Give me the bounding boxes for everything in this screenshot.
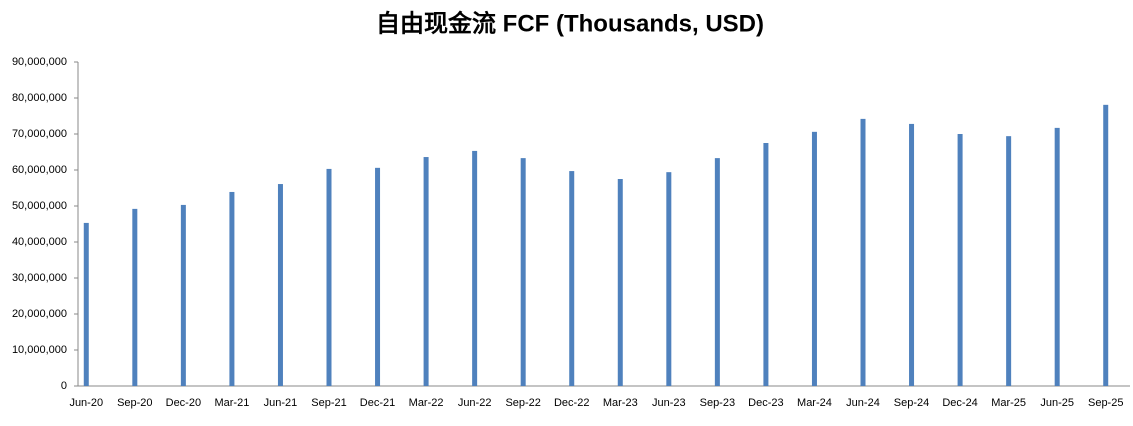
y-tick-label: 70,000,000 (12, 128, 67, 140)
x-tick-label: Dec-21 (360, 397, 395, 409)
bar (375, 167, 381, 386)
bar (277, 184, 283, 386)
bar (1054, 127, 1060, 386)
bar (617, 179, 623, 386)
x-tick-label: Mar-21 (214, 397, 249, 409)
bar (326, 168, 332, 386)
bar (1103, 104, 1109, 386)
x-tick-label: Dec-20 (166, 397, 201, 409)
y-tick-label: 50,000,000 (12, 200, 67, 212)
bar (132, 208, 138, 386)
bar (569, 171, 575, 386)
x-tick-label: Sep-23 (700, 397, 735, 409)
bar (180, 204, 186, 386)
y-tick-label: 60,000,000 (12, 164, 67, 176)
chart-title: 自由现金流 FCF (Thousands, USD) (376, 9, 764, 37)
x-tick-label: Dec-22 (554, 397, 589, 409)
x-tick-label: Mar-24 (797, 397, 832, 409)
bar (811, 131, 817, 386)
bar (860, 118, 866, 386)
x-tick-label: Sep-21 (311, 397, 346, 409)
x-tick-label: Sep-22 (505, 397, 540, 409)
bar (666, 172, 672, 386)
x-tick-label: Dec-24 (942, 397, 977, 409)
bar (472, 150, 478, 386)
x-tick-label: Dec-23 (748, 397, 783, 409)
bar (520, 158, 526, 386)
x-tick-label: Jun-22 (458, 397, 492, 409)
y-tick-label: 30,000,000 (12, 272, 67, 284)
y-tick-label: 10,000,000 (12, 344, 67, 356)
y-tick-label: 20,000,000 (12, 308, 67, 320)
x-tick-label: Jun-24 (846, 397, 880, 409)
bar (714, 158, 720, 386)
x-tick-label: Sep-20 (117, 397, 152, 409)
y-tick-label: 80,000,000 (12, 92, 67, 104)
x-tick-label: Mar-25 (991, 397, 1026, 409)
y-tick-label: 90,000,000 (12, 56, 67, 68)
x-tick-label: Jun-23 (652, 397, 686, 409)
bar (83, 222, 89, 386)
bar (763, 143, 769, 386)
x-tick-label: Sep-24 (894, 397, 929, 409)
bar (1006, 136, 1012, 386)
bar (909, 123, 915, 387)
x-tick-label: Jun-21 (264, 397, 298, 409)
y-tick-label: 40,000,000 (12, 236, 67, 248)
bar (957, 134, 963, 386)
bar (229, 191, 235, 386)
x-tick-label: Sep-25 (1088, 397, 1123, 409)
y-tick-label: 0 (61, 380, 67, 392)
x-tick-label: Jun-20 (69, 397, 103, 409)
x-tick-label: Mar-23 (603, 397, 638, 409)
x-tick-label: Jun-25 (1040, 397, 1074, 409)
x-tick-label: Mar-22 (409, 397, 444, 409)
bar (423, 157, 429, 386)
